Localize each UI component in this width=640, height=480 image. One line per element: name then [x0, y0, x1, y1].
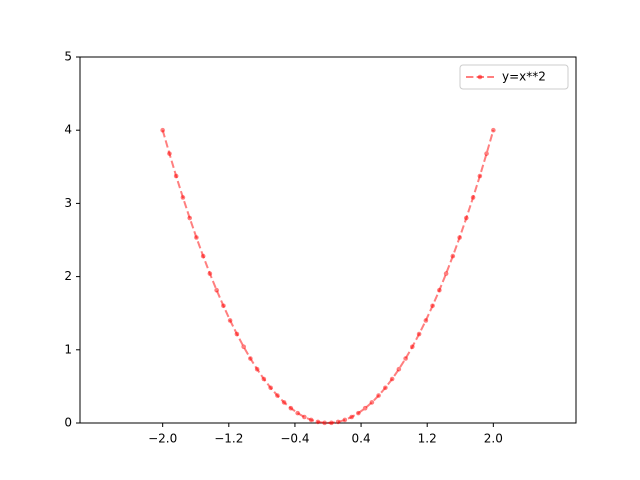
- x-tick-label: 2.0: [484, 432, 503, 446]
- y-tick-label: 1: [64, 342, 72, 356]
- data-point: [470, 195, 476, 200]
- x-tick-label: −2.0: [148, 432, 177, 446]
- y-tick-label: 0: [64, 416, 72, 430]
- y-tick-label: 5: [64, 50, 72, 64]
- data-point: [443, 271, 449, 276]
- data-point: [227, 318, 233, 323]
- data-point: [369, 400, 375, 405]
- data-point: [187, 215, 192, 221]
- data-point: [430, 303, 435, 309]
- data-point: [450, 253, 456, 259]
- data-point: [308, 417, 314, 423]
- data-point: [403, 356, 408, 361]
- data-point: [389, 376, 395, 382]
- y-tick-label: 4: [64, 123, 72, 137]
- legend-marker: [477, 74, 483, 80]
- data-point: [383, 385, 388, 391]
- data-point: [416, 331, 422, 337]
- data-point: [335, 419, 341, 425]
- data-point: [484, 151, 489, 156]
- data-point: [329, 420, 334, 426]
- data-point: [281, 400, 287, 405]
- data-point: [207, 271, 213, 276]
- y-tick-label: 3: [64, 196, 72, 210]
- data-point: [200, 253, 206, 259]
- data-point: [322, 420, 327, 426]
- data-point: [214, 287, 219, 293]
- data-point: [288, 405, 294, 411]
- x-tick-label: 1.2: [418, 432, 437, 446]
- data-point: [221, 303, 226, 309]
- data-point: [254, 366, 260, 372]
- plot-frame: [79, 56, 577, 424]
- data-point: [437, 287, 442, 293]
- data-point: [362, 405, 368, 411]
- data-point: [376, 393, 381, 398]
- data-point: [423, 318, 429, 323]
- data-point: [241, 344, 246, 350]
- legend-label: y=x**2: [502, 70, 546, 84]
- data-point: [315, 419, 321, 425]
- data-point: [477, 173, 483, 179]
- data-point: [160, 127, 165, 133]
- data-point: [275, 393, 280, 398]
- data-point: [295, 410, 300, 416]
- data-point: [234, 331, 240, 337]
- data-point: [349, 414, 354, 420]
- data-point: [194, 235, 199, 240]
- data-point: [464, 215, 469, 221]
- data-point: [173, 173, 179, 179]
- data-point: [491, 127, 496, 133]
- data-point: [410, 344, 415, 350]
- data-point: [396, 366, 402, 372]
- data-line: [161, 129, 495, 424]
- data-point: [268, 385, 273, 391]
- x-tick-label: −0.4: [280, 432, 309, 446]
- data-point: [248, 356, 253, 361]
- legend-box: [459, 64, 569, 90]
- data-point: [261, 376, 267, 382]
- y-tick-label: 2: [64, 269, 72, 283]
- data-point: [302, 414, 307, 420]
- x-tick-label: −1.2: [214, 432, 243, 446]
- x-tick-label: 0.4: [352, 432, 371, 446]
- data-point: [457, 235, 462, 240]
- data-point: [356, 410, 361, 416]
- data-point: [167, 151, 172, 156]
- data-point: [342, 417, 348, 423]
- data-point: [180, 195, 186, 200]
